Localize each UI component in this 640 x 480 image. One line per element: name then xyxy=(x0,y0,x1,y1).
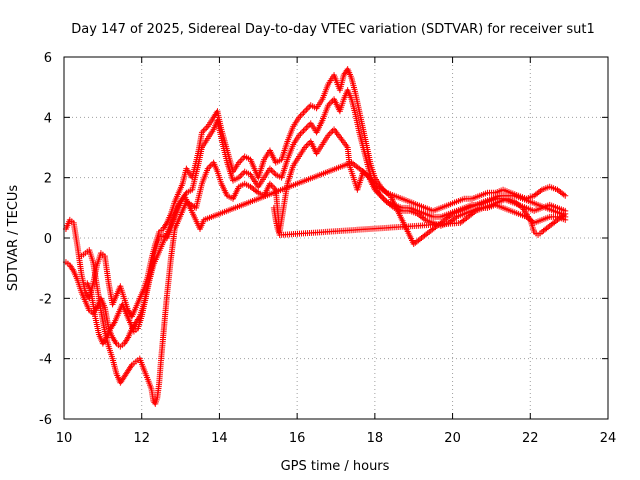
data-point xyxy=(299,129,305,136)
grid-layer xyxy=(64,57,608,419)
data-point xyxy=(297,130,304,137)
series-arc-d xyxy=(84,159,569,347)
x-tick-label: 16 xyxy=(289,431,306,446)
data-point xyxy=(297,112,304,119)
data-point xyxy=(562,210,569,217)
series-arc-a xyxy=(62,66,569,320)
x-tick-label: 22 xyxy=(522,431,539,446)
x-tick-label: 20 xyxy=(444,431,461,446)
y-tick-label: 2 xyxy=(44,172,52,187)
data-point xyxy=(380,195,387,202)
data-point xyxy=(303,106,310,113)
data-point xyxy=(562,192,569,199)
data-point xyxy=(328,129,335,136)
x-axis-label: GPS time / hours xyxy=(281,459,390,474)
y-tick-label: 4 xyxy=(44,111,52,126)
data-point xyxy=(301,108,308,115)
data-point xyxy=(379,194,386,201)
data-point xyxy=(240,170,247,177)
y-tick-label: 0 xyxy=(44,232,52,247)
data-point xyxy=(201,126,208,133)
data-point xyxy=(240,155,247,162)
y-tick-label: 6 xyxy=(44,51,52,66)
data-point xyxy=(269,183,276,190)
data-marks xyxy=(62,66,569,407)
data-point xyxy=(203,124,210,131)
data-point xyxy=(237,158,244,165)
data-point xyxy=(306,103,313,110)
x-tick-label: 12 xyxy=(133,431,150,446)
data-point xyxy=(207,162,214,169)
chart-title: Day 147 of 2025, Sidereal Day-to-day VTE… xyxy=(71,22,595,37)
y-tick-label: -6 xyxy=(39,413,52,428)
series-arc-b xyxy=(62,87,569,350)
data-point xyxy=(299,111,305,118)
series-arc-e xyxy=(270,195,569,238)
data-point xyxy=(301,126,308,133)
data-point xyxy=(326,130,333,137)
y-tick-label: -4 xyxy=(39,353,52,368)
x-tick-label: 14 xyxy=(211,431,228,446)
x-tick-label: 10 xyxy=(56,431,73,446)
data-point xyxy=(303,142,310,149)
data-point xyxy=(300,109,307,116)
x-tick-label: 18 xyxy=(367,431,384,446)
data-point xyxy=(300,127,307,134)
y-tick-label: -2 xyxy=(39,292,52,307)
plot-frame xyxy=(63,56,609,420)
data-point xyxy=(269,168,276,175)
x-tick-label: 24 xyxy=(600,431,617,446)
data-point xyxy=(304,123,311,130)
y-axis-label: SDTVAR / TECUs xyxy=(6,185,21,292)
data-point xyxy=(303,124,310,131)
